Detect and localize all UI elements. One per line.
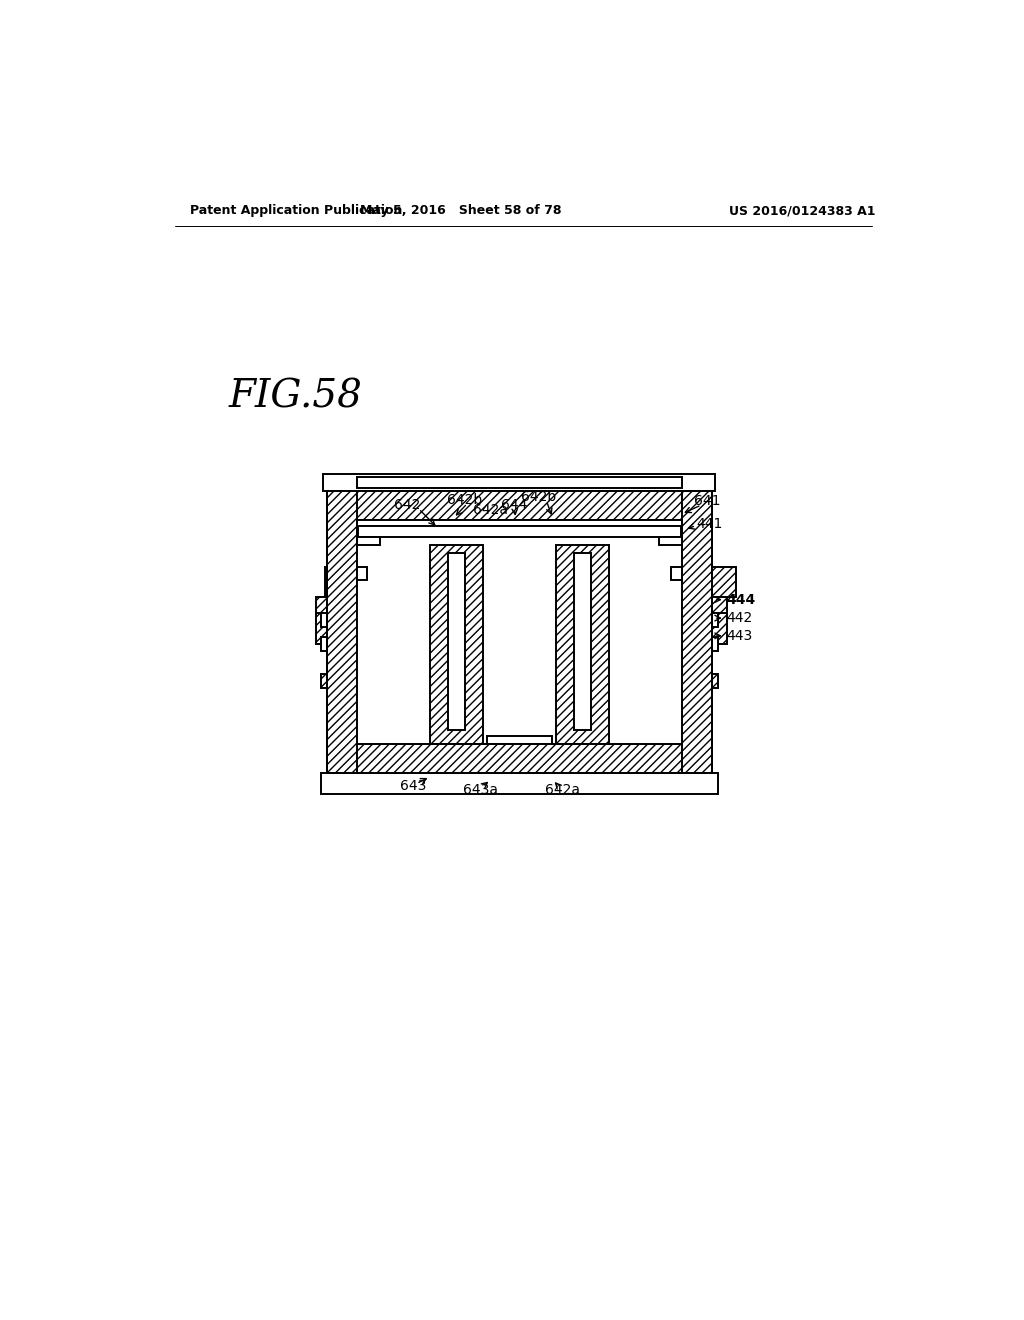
Bar: [712, 612, 718, 627]
Polygon shape: [325, 566, 328, 597]
Bar: [321, 612, 328, 627]
Text: 442: 442: [726, 611, 753, 626]
Bar: [356, 478, 682, 488]
Bar: [486, 737, 552, 743]
Text: 441: 441: [696, 517, 723, 531]
Bar: [324, 474, 716, 491]
Bar: [447, 553, 465, 730]
Bar: [712, 675, 718, 688]
Bar: [321, 638, 328, 651]
Polygon shape: [682, 491, 712, 774]
Bar: [712, 638, 718, 651]
Bar: [573, 553, 591, 730]
Polygon shape: [328, 491, 356, 774]
Polygon shape: [556, 545, 608, 743]
Text: 643a: 643a: [463, 783, 498, 797]
Text: 642b: 642b: [521, 490, 556, 504]
Text: 641: 641: [693, 494, 720, 508]
Text: 644: 644: [501, 498, 527, 512]
Bar: [356, 537, 380, 545]
Text: 443: 443: [726, 628, 753, 643]
Bar: [658, 537, 682, 545]
Polygon shape: [328, 743, 712, 774]
Bar: [321, 675, 328, 688]
Polygon shape: [712, 612, 727, 644]
Polygon shape: [712, 566, 736, 597]
Text: 642: 642: [394, 498, 420, 512]
Polygon shape: [328, 491, 712, 520]
Text: 643: 643: [400, 779, 426, 793]
Bar: [321, 774, 718, 795]
Polygon shape: [712, 597, 727, 612]
Polygon shape: [430, 545, 482, 743]
Text: 642a: 642a: [545, 783, 580, 797]
Polygon shape: [315, 597, 328, 612]
Text: May 5, 2016   Sheet 58 of 78: May 5, 2016 Sheet 58 of 78: [360, 205, 562, 218]
Text: FIG.58: FIG.58: [228, 379, 362, 416]
Text: 642a: 642a: [473, 503, 508, 517]
Text: 642b: 642b: [447, 492, 482, 507]
Text: 444: 444: [726, 593, 756, 607]
Polygon shape: [315, 612, 328, 644]
Bar: [356, 520, 682, 743]
Text: US 2016/0124383 A1: US 2016/0124383 A1: [729, 205, 876, 218]
Text: Patent Application Publication: Patent Application Publication: [190, 205, 402, 218]
Bar: [358, 527, 681, 537]
